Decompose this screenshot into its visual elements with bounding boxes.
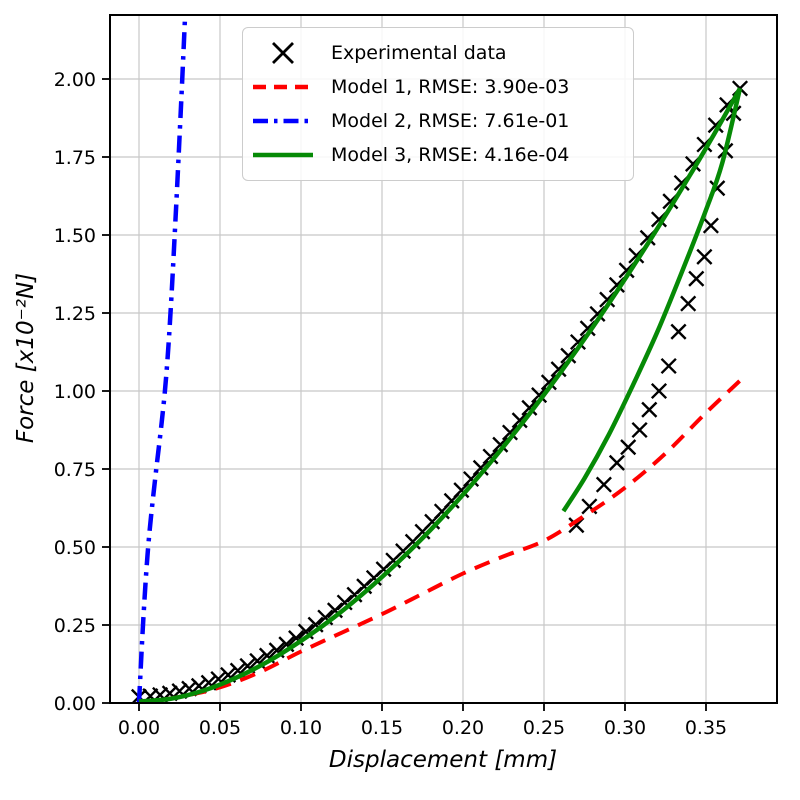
y-tick-labels: 0.00 0.25 0.50 0.75 1.00 1.25 1.50 1.75 2.00 (54, 69, 96, 715)
x-tick-label: 0.10 (280, 717, 322, 739)
x-tick-label: 0.35 (685, 717, 727, 739)
y-tick-label: 1.25 (54, 303, 96, 325)
legend: Experimental data Model 1, RMSE: 3.90e-03… (242, 27, 634, 181)
x-tick-label: 0.00 (118, 717, 160, 739)
x-axis-label: Displacement [mm] (328, 747, 558, 773)
model-2-curve (136, 15, 188, 703)
y-tick-label: 0.25 (54, 615, 96, 637)
x-tick-label: 0.25 (523, 717, 565, 739)
y-tick-label: 2.00 (54, 69, 96, 91)
y-axis-label: Force [x10⁻²N] (13, 272, 39, 444)
legend-item-label: Model 2, RMSE: 7.61e-01 (331, 110, 570, 132)
dashdot-line-icon (251, 108, 315, 134)
y-tick-label: 1.50 (54, 225, 96, 247)
x-marker-icon (251, 40, 315, 66)
model-3-unloading-branch-curve (561, 87, 743, 513)
y-tick-label: 0.75 (54, 459, 96, 481)
x-tick-label: 0.15 (361, 717, 403, 739)
legend-item-label: Model 3, RMSE: 4.16e-04 (331, 144, 570, 166)
tick-marks (102, 78, 707, 711)
dashed-line-icon (251, 74, 315, 100)
x-tick-label: 0.05 (199, 717, 241, 739)
x-tick-label: 0.30 (604, 717, 646, 739)
plot-area (130, 15, 749, 703)
plot-frame (109, 14, 778, 704)
x-tick-label: 0.20 (442, 717, 484, 739)
y-tick-label: 1.00 (54, 381, 96, 403)
legend-item-label: Model 1, RMSE: 3.90e-03 (331, 76, 570, 98)
legend-item-model-2: Model 2, RMSE: 7.61e-01 (251, 104, 623, 138)
solid-line-icon (251, 142, 315, 168)
y-tick-label: 1.75 (54, 147, 96, 169)
y-tick-label: 0.00 (54, 693, 96, 715)
legend-item-experimental-data: Experimental data (251, 36, 623, 70)
y-tick-label: 0.50 (54, 537, 96, 559)
x-tick-labels: 0.00 0.05 0.10 0.15 0.20 0.25 0.30 0.35 (118, 717, 727, 739)
legend-item-model-3: Model 3, RMSE: 4.16e-04 (251, 138, 623, 172)
model-3-loading-branch-curve (138, 87, 742, 703)
legend-item-model-1: Model 1, RMSE: 3.90e-03 (251, 70, 623, 104)
legend-item-label: Experimental data (331, 42, 507, 64)
model-1-curve (138, 374, 747, 703)
